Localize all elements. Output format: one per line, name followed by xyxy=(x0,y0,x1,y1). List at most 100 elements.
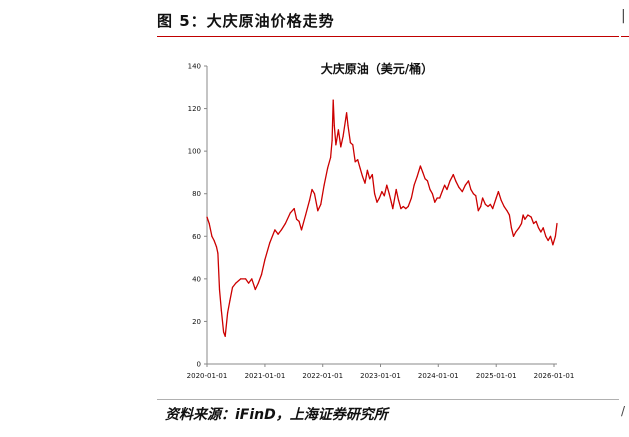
data-point xyxy=(500,199,502,201)
data-point xyxy=(330,156,332,159)
x-tick-label: 2021-01-01 xyxy=(245,372,286,380)
data-point xyxy=(480,205,482,208)
data-point xyxy=(547,239,549,242)
series-points xyxy=(206,99,558,337)
data-point xyxy=(223,331,225,333)
data-point xyxy=(352,144,354,146)
data-point xyxy=(229,299,231,301)
oil-price-chart: 大庆原油（美元/桶） 0 20 40 60 80 100 120 140 2020-01-01… xyxy=(187,61,575,380)
data-point xyxy=(407,205,409,208)
series-line-daqing xyxy=(206,99,558,337)
data-point xyxy=(429,188,431,191)
data-point xyxy=(217,252,219,254)
data-point xyxy=(419,165,421,167)
data-point xyxy=(492,208,494,210)
axes xyxy=(204,65,557,367)
data-point xyxy=(342,135,344,137)
x-tick-labels: 2020-01-01 2021-01-01 2022-01-01 2023-01-01… xyxy=(187,372,575,380)
data-point xyxy=(362,176,364,178)
data-point xyxy=(371,174,373,176)
data-point xyxy=(349,142,351,144)
data-point xyxy=(410,197,412,199)
data-point xyxy=(510,227,512,229)
data-point xyxy=(260,274,263,276)
data-point xyxy=(422,171,424,173)
data-point xyxy=(556,222,558,225)
data-point xyxy=(503,205,505,208)
data-point xyxy=(317,210,319,212)
x-tick-label: 2023-01-01 xyxy=(360,372,401,380)
data-point xyxy=(520,222,523,225)
y-tick-label: 0 xyxy=(197,361,201,369)
data-point xyxy=(300,229,303,231)
chart-title: 大庆原油（美元/桶） xyxy=(321,61,433,76)
data-point xyxy=(542,227,544,229)
data-point xyxy=(254,288,256,291)
data-point xyxy=(461,191,463,193)
data-point xyxy=(327,167,329,169)
data-point xyxy=(533,222,535,225)
data-point xyxy=(436,197,438,199)
figure-title: 图 5：大庆原油价格走势 xyxy=(157,12,335,30)
data-point xyxy=(392,208,394,210)
data-point xyxy=(549,235,552,237)
y-tick-labels: 0 20 40 60 80 100 120 140 xyxy=(188,63,201,369)
data-point xyxy=(416,176,418,178)
data-point xyxy=(477,210,479,212)
data-point xyxy=(426,180,429,182)
data-point xyxy=(413,184,415,186)
data-point xyxy=(213,239,215,242)
x-tick-label: 2022-01-01 xyxy=(302,372,343,380)
data-point xyxy=(378,197,380,199)
data-point xyxy=(489,203,491,205)
data-point xyxy=(527,214,529,216)
data-point xyxy=(220,310,222,312)
data-point xyxy=(366,169,368,171)
data-point xyxy=(289,212,291,214)
data-point xyxy=(470,188,472,191)
x-tick-label: 2020-01-01 xyxy=(187,372,228,380)
data-point xyxy=(400,208,402,210)
data-point xyxy=(472,193,474,195)
data-point xyxy=(374,193,376,195)
data-point xyxy=(280,229,282,231)
data-point xyxy=(518,227,520,229)
data-point xyxy=(383,195,385,197)
data-point xyxy=(475,195,477,197)
data-point xyxy=(552,244,554,246)
y-tick-label: 80 xyxy=(192,190,201,198)
data-point xyxy=(402,205,404,208)
data-point xyxy=(452,174,454,176)
data-point xyxy=(495,197,497,199)
data-point xyxy=(248,282,250,284)
y-tick-label: 20 xyxy=(192,318,201,326)
data-point xyxy=(506,210,508,212)
data-point xyxy=(284,222,286,225)
data-point xyxy=(386,184,388,186)
data-point xyxy=(331,139,333,142)
data-point xyxy=(381,191,383,193)
data-point xyxy=(277,233,279,235)
data-point xyxy=(497,191,499,193)
data-point xyxy=(269,242,271,244)
footer-rule xyxy=(157,399,619,400)
data-point xyxy=(515,231,517,233)
data-point xyxy=(245,278,247,280)
data-point xyxy=(540,231,542,233)
data-point xyxy=(211,235,213,237)
data-point xyxy=(309,199,311,201)
data-point xyxy=(395,188,397,191)
adjacent-header-rule xyxy=(621,36,629,37)
y-tick-label: 60 xyxy=(192,233,201,241)
data-point xyxy=(340,146,342,148)
data-point xyxy=(376,201,378,203)
data-point xyxy=(215,246,218,248)
data-point xyxy=(359,167,361,169)
data-point xyxy=(293,208,295,210)
data-point xyxy=(397,199,400,201)
data-point xyxy=(346,112,348,114)
data-point xyxy=(305,214,307,216)
data-point xyxy=(431,193,433,195)
data-point xyxy=(530,216,532,218)
data-point xyxy=(458,186,460,188)
